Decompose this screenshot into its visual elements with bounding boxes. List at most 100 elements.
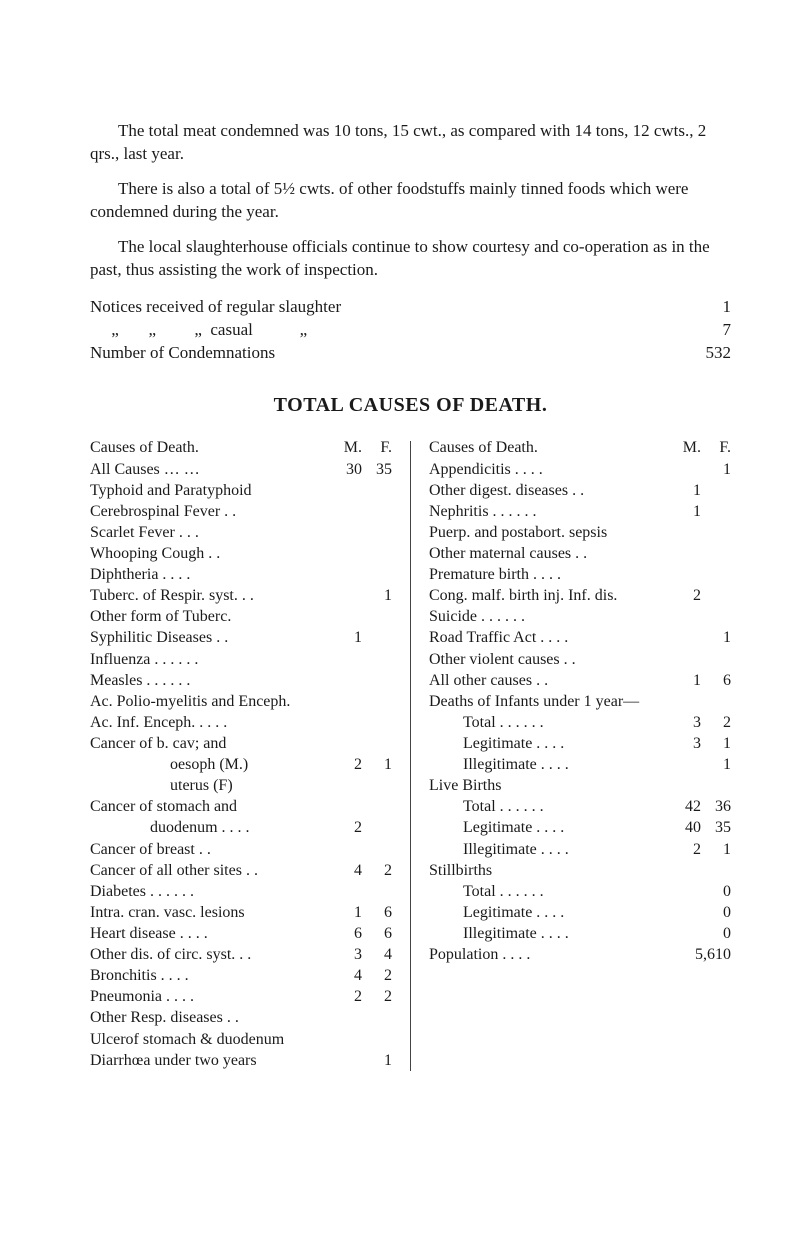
cause-label: Puerp. and postabort. sepsis [429, 522, 673, 543]
value-female: 0 [701, 923, 731, 944]
death-cause-row: Ac. Inf. Enceph. . . . . [90, 712, 392, 733]
value-male: 2 [673, 585, 701, 606]
value-female: 0 [701, 902, 731, 923]
cause-label: Causes of Death. [90, 437, 334, 458]
cause-label: Other violent causes . . [429, 649, 673, 670]
death-cause-row: Total . . . . . .0 [429, 881, 731, 902]
value-female: 1 [701, 459, 731, 480]
cause-label: Bronchitis . . . . [90, 965, 334, 986]
cause-label: Stillbirths [429, 860, 673, 881]
death-cause-row: Cancer of b. cav; and [90, 733, 392, 754]
value-female: 4 [362, 944, 392, 965]
death-cause-row: Diarrhœa under two years 1 [90, 1050, 392, 1071]
death-cause-row: Other maternal causes . . [429, 543, 731, 564]
summary-value: 7 [669, 319, 731, 342]
death-cause-row: uterus (F) [90, 775, 392, 796]
cause-label: Influenza . . . . . . [90, 649, 334, 670]
summary-label: Notices received of regular slaughter [90, 296, 341, 319]
death-cause-row: Pneumonia . . . .22 [90, 986, 392, 1007]
left-column: Causes of Death.M.F.All Causes … …3035Ty… [90, 437, 392, 1070]
leader-dots [275, 342, 669, 365]
death-cause-row: Road Traffic Act . . . .1 [429, 627, 731, 648]
cause-label: Other maternal causes . . [429, 543, 673, 564]
cause-label: uterus (F) [90, 775, 334, 796]
value-male: 42 [673, 796, 701, 817]
cause-label: Population . . . . [429, 944, 673, 965]
leader-dots [307, 319, 669, 342]
value-female: 2 [362, 965, 392, 986]
death-cause-row: Appendicitis . . . .1 [429, 459, 731, 480]
death-cause-row: All other causes . .16 [429, 670, 731, 691]
column-header: Causes of Death.M.F. [429, 437, 731, 458]
death-cause-row: Legitimate . . . .31 [429, 733, 731, 754]
value-female: 1 [362, 1050, 392, 1071]
population-value: 5,610 [673, 944, 731, 965]
value-female: 1 [362, 754, 392, 775]
cause-label: oesoph (M.) [90, 754, 334, 775]
column-header: Causes of Death.M.F. [90, 437, 392, 458]
section-heading: TOTAL CAUSES OF DEATH. [90, 392, 731, 419]
death-cause-row: Measles . . . . . . [90, 670, 392, 691]
cause-label: Total . . . . . . [429, 881, 673, 902]
value-female: 35 [701, 817, 731, 838]
death-cause-row: Illegitimate . . . .1 [429, 754, 731, 775]
cause-label: All other causes . . [429, 670, 673, 691]
cause-label: Cerebrospinal Fever . . [90, 501, 334, 522]
cause-label: Illegitimate . . . . [429, 754, 673, 775]
death-cause-row: duodenum . . . .2 [90, 817, 392, 838]
death-cause-row: Tuberc. of Respir. syst. . .1 [90, 585, 392, 606]
summary-label: „ „ „ casual „ [90, 319, 307, 342]
death-cause-row: Legitimate . . . .4035 [429, 817, 731, 838]
cause-label: Live Births [429, 775, 673, 796]
cause-label: Typhoid and Paratyphoid [90, 480, 334, 501]
cause-label: All Causes … … [90, 459, 334, 480]
death-cause-row: Population . . . .5,610 [429, 944, 731, 965]
value-male: 2 [673, 839, 701, 860]
death-cause-row: Legitimate . . . .0 [429, 902, 731, 923]
cause-label: Nephritis . . . . . . [429, 501, 673, 522]
death-cause-row: Other dis. of circ. syst. . .34 [90, 944, 392, 965]
summary-row: Notices received of regular slaughter 1 [90, 296, 731, 319]
value-female: 35 [362, 459, 392, 480]
right-column: Causes of Death.M.F.Appendicitis . . . .… [429, 437, 731, 1070]
cause-label: Total . . . . . . [429, 712, 673, 733]
death-cause-row: Other violent causes . . [429, 649, 731, 670]
summary-row: Number of Condemnations532 [90, 342, 731, 365]
value-female: 2 [362, 986, 392, 1007]
value-female: 6 [701, 670, 731, 691]
cause-label: Cong. malf. birth inj. Inf. dis. [429, 585, 673, 606]
death-cause-row: Typhoid and Paratyphoid [90, 480, 392, 501]
summary-value: 1 [669, 296, 731, 319]
cause-label: Illegitimate . . . . [429, 923, 673, 944]
death-cause-row: Premature birth . . . . [429, 564, 731, 585]
cause-label: Total . . . . . . [429, 796, 673, 817]
cause-label: Diphtheria . . . . [90, 564, 334, 585]
death-cause-row: Total . . . . . .4236 [429, 796, 731, 817]
value-male: 1 [334, 902, 362, 923]
value-male: M. [673, 437, 701, 458]
cause-label: Heart disease . . . . [90, 923, 334, 944]
cause-label: Illegitimate . . . . [429, 839, 673, 860]
cause-label: Pneumonia . . . . [90, 986, 334, 1007]
cause-label: Other dis. of circ. syst. . . [90, 944, 334, 965]
value-male: 4 [334, 860, 362, 881]
death-cause-row: Deaths of Infants under 1 year— [429, 691, 731, 712]
death-cause-row: Ulcerof stomach & duodenum [90, 1029, 392, 1050]
cause-label: Ulcerof stomach & duodenum [90, 1029, 334, 1050]
cause-label: duodenum . . . . [90, 817, 334, 838]
value-female: F. [701, 437, 731, 458]
causes-columns: Causes of Death.M.F.All Causes … …3035Ty… [90, 437, 731, 1070]
cause-label: Causes of Death. [429, 437, 673, 458]
death-cause-row: Puerp. and postabort. sepsis [429, 522, 731, 543]
value-male: 2 [334, 817, 362, 838]
death-cause-row: Illegitimate . . . .21 [429, 839, 731, 860]
death-cause-row: Other Resp. diseases . . [90, 1007, 392, 1028]
cause-label: Diarrhœa under two years [90, 1050, 334, 1071]
value-female: F. [362, 437, 392, 458]
death-cause-row: Diphtheria . . . . [90, 564, 392, 585]
value-male: 40 [673, 817, 701, 838]
cause-label: Cancer of stomach and [90, 796, 334, 817]
death-cause-row: Other form of Tuberc. [90, 606, 392, 627]
death-cause-row: Heart disease . . . .66 [90, 923, 392, 944]
cause-label: Cancer of all other sites . . [90, 860, 334, 881]
